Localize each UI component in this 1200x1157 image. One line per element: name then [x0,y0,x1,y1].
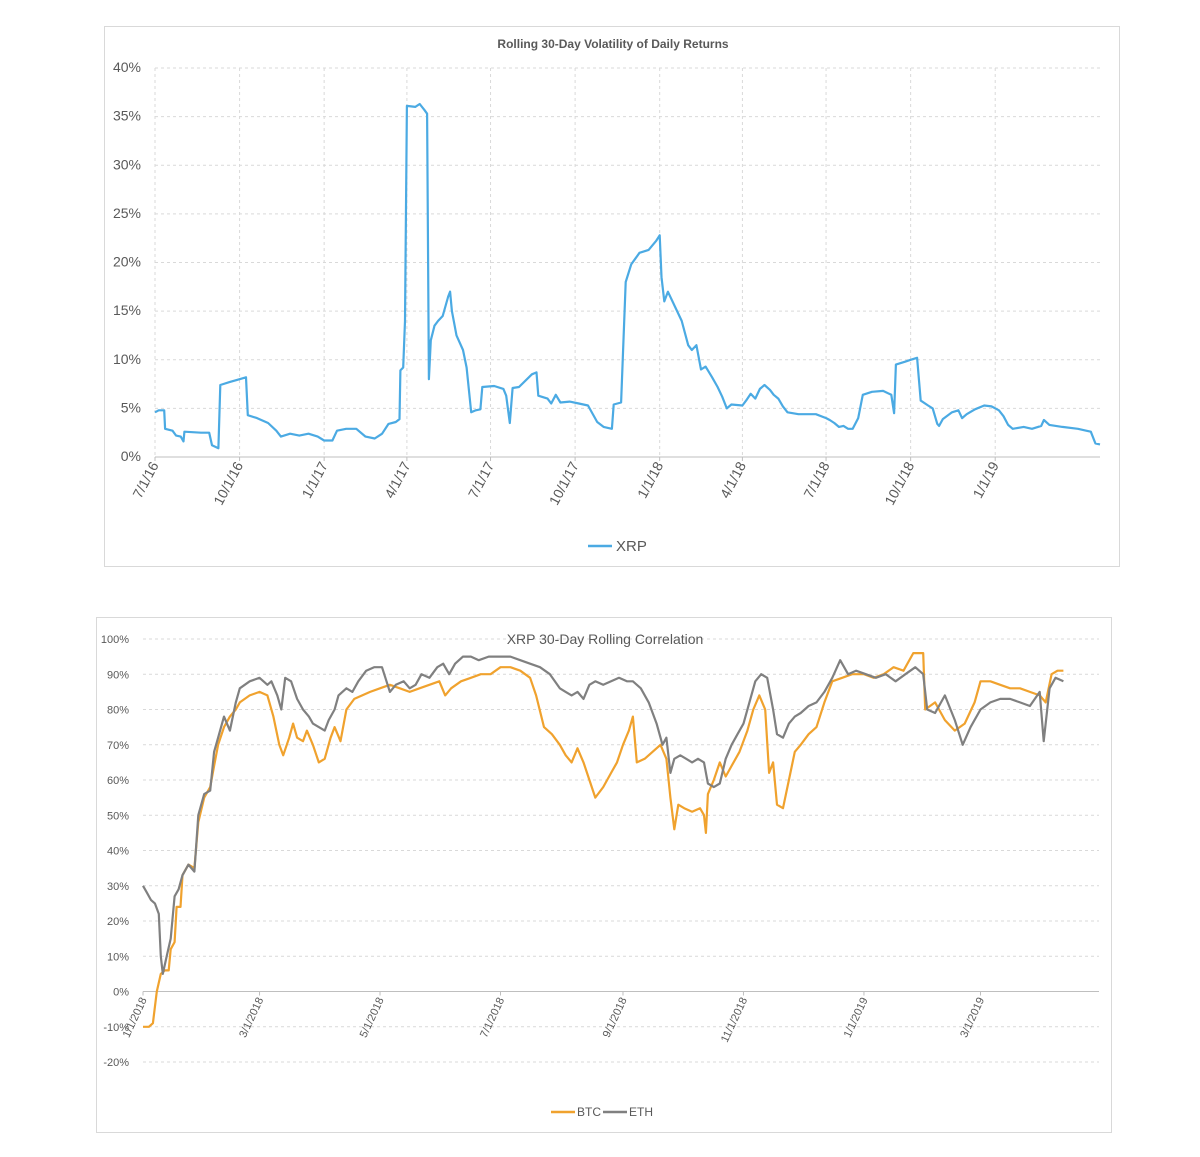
y-tick-label: -20% [103,1057,129,1069]
correlation-legend: BTC ETH [551,1105,653,1119]
volatility-x-tick-labels: 7/1/16 10/1/16 1/1/17 4/1/17 7/1/17 10/1/17 1/… [129,459,1002,508]
x-tick-label: 7/1/16 [129,459,162,501]
legend-eth-label: ETH [629,1105,653,1119]
correlation-chart: -20% -10% 0% 10% 20% 30% 40% 50% 60% 70% 80% 90% 100… [101,631,1099,1119]
x-tick-label: 1/1/18 [634,459,667,501]
x-tick-label: 1/1/17 [298,459,331,501]
volatility-chart-panel: 0% 5% 10% 15% 20% 25% 30% 35% 40% 7/1/16 10/1/16 1… [104,26,1120,567]
correlation-chart-title: XRP 30-Day Rolling Correlation [507,631,704,647]
y-tick-label: 5% [121,399,141,415]
volatility-grid [154,67,1100,457]
volatility-chart-title: Rolling 30-Day Volatility of Daily Retur… [497,37,728,51]
y-tick-label: 20% [113,254,141,270]
x-tick-label: 1/1/19 [969,459,1002,501]
volatility-y-axis: 0% 5% 10% 15% 20% 25% 30% 35% 40% [113,59,141,464]
x-tick-label: 10/1/16 [210,459,246,508]
y-tick-label: 70% [107,740,129,752]
correlation-series [142,652,1064,1028]
volatility-series [154,102,1101,450]
volatility-legend: XRP [588,538,647,555]
x-tick-label: 9/1/2018 [601,996,630,1040]
y-tick-label: 10% [107,951,129,963]
y-tick-label: 60% [107,775,129,787]
x-tick-label: 7/1/18 [800,459,833,501]
y-tick-label: 50% [107,810,129,822]
volatility-chart: 0% 5% 10% 15% 20% 25% 30% 35% 40% 7/1/16 10/1/16 1… [113,37,1101,555]
x-tick-label: 7/1/17 [465,459,498,501]
y-tick-label: 20% [107,916,129,928]
x-tick-label: 10/1/17 [546,459,582,508]
x-tick-label: 10/1/18 [881,459,917,508]
y-tick-label: 40% [113,59,141,75]
x-tick-label: 4/1/17 [381,459,414,501]
x-tick-label: 5/1/2018 [358,996,387,1040]
series-line-xrp [154,102,1101,450]
volatility-x-axis [154,456,1100,461]
correlation-y-axis: -20% -10% 0% 10% 20% 30% 40% 50% 60% 70% 80% 90% 100… [101,634,129,1069]
x-tick-label: 11/1/2018 [719,996,750,1045]
x-tick-label: 1/1/2019 [842,996,871,1040]
x-tick-label: 1/1/2018 [121,996,150,1040]
y-tick-label: 100% [101,634,129,646]
y-tick-label: 90% [107,669,129,681]
y-tick-label: 15% [113,302,141,318]
y-tick-label: 30% [113,156,141,172]
x-tick-label: 7/1/2018 [478,996,507,1040]
correlation-chart-panel: -20% -10% 0% 10% 20% 30% 40% 50% 60% 70% 80% 90% 100… [96,617,1112,1133]
y-tick-label: 25% [113,205,141,221]
y-tick-label: 10% [113,351,141,367]
y-tick-label: 30% [107,881,129,893]
y-tick-label: -10% [103,1022,129,1034]
correlation-x-axis [142,991,1099,996]
x-tick-label: 4/1/18 [717,459,750,501]
y-tick-label: 0% [113,987,129,999]
y-tick-label: 35% [113,108,141,124]
y-tick-label: 0% [121,448,141,464]
y-tick-label: 80% [107,705,129,717]
y-tick-label: 40% [107,846,129,858]
series-line-eth [142,655,1064,975]
x-tick-label: 3/1/2018 [237,996,266,1040]
legend-btc-label: BTC [577,1105,601,1119]
legend-xrp-label: XRP [616,538,647,555]
x-tick-label: 3/1/2019 [958,996,987,1040]
correlation-x-tick-labels: 1/1/2018 3/1/2018 5/1/2018 7/1/2018 9/1/2018… [121,996,987,1045]
